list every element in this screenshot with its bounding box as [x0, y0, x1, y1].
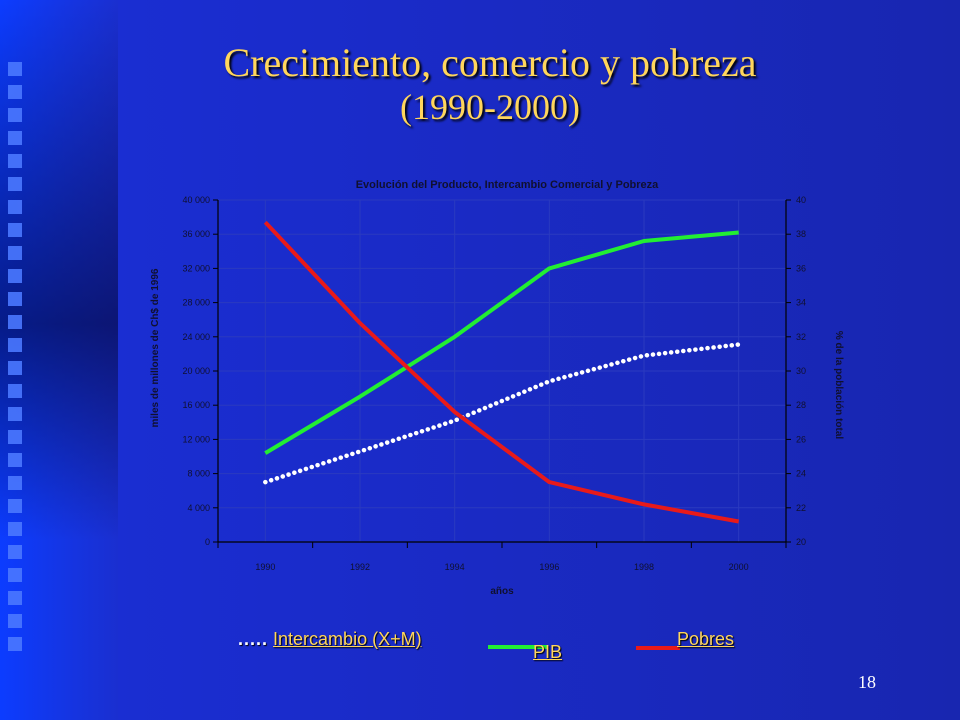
decorative-square [8, 85, 22, 99]
y-right-tick-label: 22 [796, 503, 806, 513]
y-left-tick-label: 40 000 [182, 195, 210, 205]
x-tick-label: 1992 [350, 562, 370, 572]
decorative-square [8, 499, 22, 513]
y-left-tick-label: 0 [205, 537, 210, 547]
decorative-square [8, 476, 22, 490]
decorative-square [8, 315, 22, 329]
decorative-square [8, 131, 22, 145]
y-left-tick-label: 16 000 [182, 400, 210, 410]
y-right-tick-label: 38 [796, 229, 806, 239]
decorative-square [8, 292, 22, 306]
decorative-square [8, 108, 22, 122]
series-line-pib [264, 230, 739, 455]
legend-dotted-swatch: ..... [238, 629, 269, 649]
y-right-tick-label: 36 [796, 263, 806, 273]
page-number: 18 [858, 672, 876, 692]
legend-pobres: Pobres [636, 629, 742, 651]
legend-pib-swatch [488, 645, 548, 650]
y-left-tick-label: 8 000 [187, 469, 210, 479]
decorative-square [8, 407, 22, 421]
decorative-square [8, 384, 22, 398]
title-line-1: Crecimiento, comercio y pobreza [223, 40, 757, 85]
decorative-square [8, 453, 22, 467]
chart-axes: 0 20 4 000 22 8 000 24 12 000 26 16 000 28 20 000 3… [182, 195, 806, 572]
chart-title: Evolución del Producto, Intercambio Come… [356, 179, 659, 191]
decorative-square [8, 246, 22, 260]
decorative-square [8, 177, 22, 191]
legend-pib: PIB [488, 636, 582, 662]
decorative-square [8, 637, 22, 651]
decorative-square [8, 545, 22, 559]
y-right-tick-label: 34 [796, 298, 806, 308]
decorative-squares [4, 62, 44, 660]
y-left-tick-label: 36 000 [182, 229, 210, 239]
legend-pib-label: PIB [533, 642, 563, 662]
decorative-square [8, 361, 22, 375]
decorative-square [8, 154, 22, 168]
y-left-tick-label: 12 000 [182, 434, 210, 444]
x-tick-label: 1996 [539, 562, 559, 572]
y-right-tick-label: 26 [796, 434, 806, 444]
title-line-2: (1990-2000) [400, 87, 580, 127]
y-left-tick-label: 20 000 [182, 366, 210, 376]
y-left-tick-label: 4 000 [187, 503, 210, 513]
y-axis-right-label: % de la población total [833, 331, 844, 440]
decorative-square [8, 269, 22, 283]
legend-pobres-label: Pobres [677, 629, 735, 649]
chart-grid [218, 199, 786, 542]
x-axis-label: años [490, 586, 514, 597]
x-tick-label: 2000 [729, 562, 749, 572]
y-right-tick-label: 30 [796, 366, 806, 376]
series-line-intercambio [263, 342, 741, 485]
left-decorative-band [0, 0, 118, 720]
y-right-tick-label: 28 [796, 400, 806, 410]
legend-intercambio-label: Intercambio (X+M) [273, 629, 422, 649]
decorative-square [8, 62, 22, 76]
y-left-tick-label: 24 000 [182, 332, 210, 342]
y-right-tick-label: 32 [796, 332, 806, 342]
y-left-tick-label: 32 000 [182, 263, 210, 273]
chart-series [263, 220, 741, 524]
decorative-square [8, 614, 22, 628]
y-right-tick-label: 24 [796, 469, 806, 479]
y-left-tick-label: 28 000 [182, 298, 210, 308]
y-right-tick-label: 20 [796, 537, 806, 547]
x-tick-label: 1990 [255, 562, 275, 572]
decorative-square [8, 223, 22, 237]
decorative-square [8, 338, 22, 352]
x-tick-label: 1998 [634, 562, 654, 572]
y-right-tick-label: 40 [796, 195, 806, 205]
decorative-square [8, 200, 22, 214]
decorative-square [8, 430, 22, 444]
y-axis-left-label: miles de millones de Ch$ de 1996 [150, 268, 161, 427]
decorative-square [8, 522, 22, 536]
slide-title: Crecimiento, comercio y pobreza (1990-20… [120, 40, 860, 128]
legend-pobres-swatch [636, 646, 680, 651]
legend-intercambio: ..... Intercambio (X+M) [238, 629, 422, 650]
series-line-pobres [263, 220, 740, 524]
x-tick-label: 1994 [445, 562, 465, 572]
decorative-square [8, 591, 22, 605]
decorative-square [8, 568, 22, 582]
